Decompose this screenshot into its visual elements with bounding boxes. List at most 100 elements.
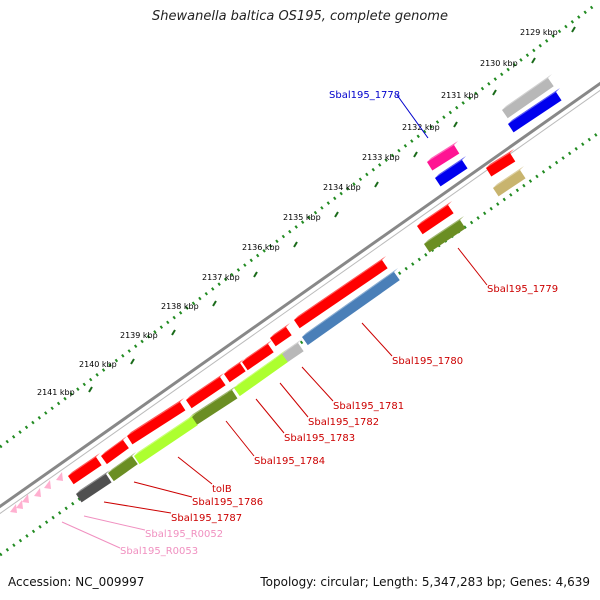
tick-label: 2133 kbp xyxy=(362,153,400,162)
gene-label: Sbal195_1784 xyxy=(254,456,325,467)
map-title: Shewanella baltica OS195, complete genom… xyxy=(152,9,448,24)
label-leader-line xyxy=(361,322,393,357)
gene-1787-dark xyxy=(76,474,112,503)
label-leader-line xyxy=(396,94,429,139)
gene-1778-magenta-top xyxy=(427,141,458,162)
tick-label: 2131 kbp xyxy=(441,91,479,100)
tick-mark xyxy=(334,211,339,218)
gene-1779-red xyxy=(417,205,454,235)
gene-label: Sbal195_1782 xyxy=(308,417,379,428)
gene-1780-blue xyxy=(302,272,400,346)
tick-mark xyxy=(571,26,576,33)
gene-features xyxy=(10,74,562,513)
tick-mark xyxy=(212,300,217,307)
tick-label: 2137 kbp xyxy=(202,273,240,282)
gene-2131-blue xyxy=(508,92,562,133)
gene-1779-red-top xyxy=(417,201,452,226)
accession-text: Accession: NC_009997 xyxy=(8,575,145,589)
label-leader-line xyxy=(133,481,193,498)
gene-1783-olive xyxy=(189,390,238,427)
gene-1782-lime xyxy=(234,354,288,397)
gene-right-khaki-top xyxy=(493,166,524,188)
gene-1786-olive xyxy=(108,456,138,482)
gene-1787-red xyxy=(68,457,102,485)
gene-label: Sbal195_1783 xyxy=(284,433,355,444)
gene-label: Sbal195_1787 xyxy=(171,513,242,524)
tick-mark xyxy=(492,89,497,96)
tick-label: 2139 kbp xyxy=(120,331,158,340)
gene-right-khaki xyxy=(493,170,526,197)
tick-label: 2134 kbp xyxy=(323,183,361,192)
label-leader-line xyxy=(103,501,172,514)
tick-mark xyxy=(374,181,379,188)
tick-mark xyxy=(171,329,176,336)
tick-label: 2141 kbp xyxy=(37,388,75,397)
rna-marker xyxy=(16,500,23,509)
tick-mark xyxy=(531,57,536,64)
gene-label: Sbal195_R0053 xyxy=(120,546,198,557)
rna-marker xyxy=(44,480,51,489)
gene-1780-red xyxy=(294,260,388,329)
tick-mark xyxy=(453,121,458,128)
tick-mark xyxy=(88,386,93,393)
gc-track-outer xyxy=(0,3,596,449)
gene-1781-red xyxy=(270,327,292,347)
gene-1781-red-top xyxy=(270,323,290,338)
gene-right-red xyxy=(486,153,516,177)
gene-1784-red-top xyxy=(186,373,224,400)
topology-text: Topology: circular; Length: 5,347,283 bp… xyxy=(260,575,590,589)
label-leader-line xyxy=(279,382,309,418)
tick-label: 2135 kbp xyxy=(283,213,321,222)
gene-1778-magenta xyxy=(427,145,460,171)
label-leader-line xyxy=(177,456,213,485)
tick-mark xyxy=(293,241,298,248)
rna-marker xyxy=(34,488,41,497)
gene-1784-red xyxy=(186,377,226,409)
rna-marker xyxy=(22,494,29,503)
gene-1787-red-top xyxy=(68,453,100,476)
gene-1784-lime-top xyxy=(134,413,196,456)
tick-label: 2136 kbp xyxy=(242,243,280,252)
gene-1782-lime-top xyxy=(234,350,286,388)
label-leaders xyxy=(61,94,488,549)
gene-1783-red-top xyxy=(224,359,244,374)
rna-marker xyxy=(10,504,17,513)
gene-2130-grey xyxy=(502,78,554,119)
gene-tolB-red-top xyxy=(127,398,184,436)
gene-label: Sbal195_1778 xyxy=(329,90,400,101)
gene-1786-red xyxy=(101,440,129,465)
tick-mark xyxy=(413,151,418,158)
label-leader-line xyxy=(61,521,121,549)
gene-1778-blue xyxy=(435,160,468,187)
tick-label: 2138 kbp xyxy=(161,302,199,311)
gene-1783-red xyxy=(224,363,246,383)
gene-label: Sbal195_1781 xyxy=(333,401,404,412)
gene-1780-blue-top xyxy=(302,268,398,337)
label-leader-line xyxy=(301,366,334,402)
label-leader-line xyxy=(457,247,488,286)
tick-mark xyxy=(253,271,258,278)
backbone-line-outer xyxy=(0,81,600,509)
gene-1786-red-top xyxy=(101,436,127,456)
gene-1779-olive-top xyxy=(424,216,464,244)
gene-2131-blue-top xyxy=(508,88,560,124)
gc-content-dots xyxy=(0,3,600,557)
gene-1779-olive xyxy=(424,220,466,253)
tick-label: 2129 kbp xyxy=(520,28,558,37)
gene-label: tolB xyxy=(212,484,232,495)
tick-label: 2140 kbp xyxy=(79,360,117,369)
gene-1784-lime xyxy=(134,417,198,465)
label-leader-line xyxy=(225,420,255,457)
gene-label: Sbal195_R0052 xyxy=(145,529,223,540)
gene-1782-red-top xyxy=(242,340,272,362)
gene-1780-red-top xyxy=(294,256,386,320)
tick-mark xyxy=(130,358,135,365)
tick-label: 2130 kbp xyxy=(480,59,518,68)
gene-2130-grey-top xyxy=(502,74,552,110)
gene-1782-red xyxy=(242,344,274,371)
label-leader-line xyxy=(83,515,146,531)
rna-marker xyxy=(56,472,63,481)
gene-right-red-top xyxy=(486,149,514,168)
